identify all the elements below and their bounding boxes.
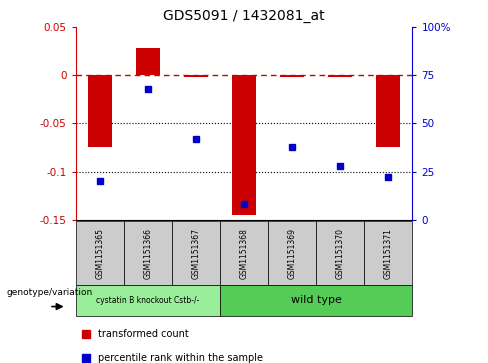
Bar: [316, 221, 364, 285]
Bar: [220, 221, 268, 285]
Bar: [172, 221, 220, 285]
Text: GSM1151368: GSM1151368: [240, 228, 248, 279]
Text: GSM1151370: GSM1151370: [336, 228, 345, 279]
Title: GDS5091 / 1432081_at: GDS5091 / 1432081_at: [163, 9, 325, 24]
Text: GSM1151369: GSM1151369: [287, 228, 297, 279]
Text: wild type: wild type: [291, 295, 342, 305]
Text: percentile rank within the sample: percentile rank within the sample: [98, 353, 263, 363]
Bar: [232, 75, 256, 215]
Bar: [268, 221, 316, 285]
Bar: [280, 75, 304, 77]
Bar: [328, 75, 352, 77]
Text: transformed count: transformed count: [98, 329, 188, 339]
Bar: [220, 285, 412, 316]
Bar: [88, 75, 112, 147]
Text: GSM1151365: GSM1151365: [95, 228, 104, 279]
Text: genotype/variation: genotype/variation: [6, 288, 92, 297]
Text: GSM1151366: GSM1151366: [143, 228, 152, 279]
Bar: [184, 75, 208, 77]
Text: GSM1151367: GSM1151367: [191, 228, 201, 279]
Bar: [376, 75, 400, 147]
Text: GSM1151371: GSM1151371: [384, 228, 393, 279]
Bar: [136, 48, 160, 75]
Bar: [76, 221, 124, 285]
Bar: [124, 221, 172, 285]
Bar: [76, 285, 220, 316]
Bar: [364, 221, 412, 285]
Text: cystatin B knockout Cstb-/-: cystatin B knockout Cstb-/-: [96, 296, 200, 305]
